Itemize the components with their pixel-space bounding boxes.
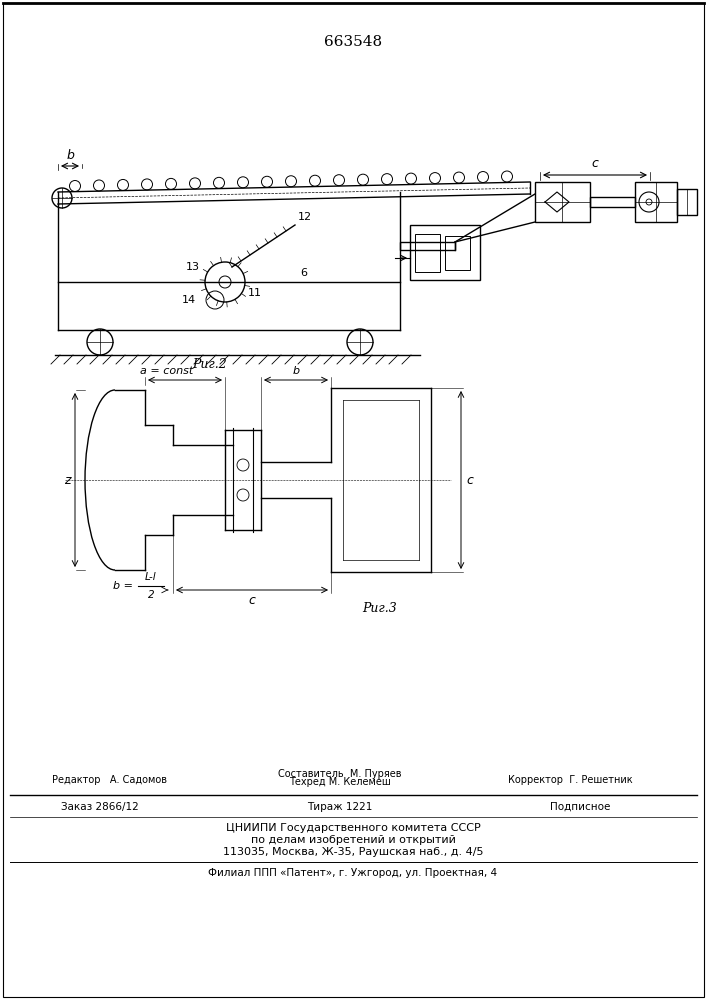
Text: Тираж 1221: Тираж 1221 (308, 802, 373, 812)
Text: a = const: a = const (140, 366, 193, 376)
Text: Корректор  Г. Решетник: Корректор Г. Решетник (508, 775, 632, 785)
Text: L-l: L-l (145, 572, 157, 582)
Text: 663548: 663548 (324, 35, 382, 49)
Text: b: b (293, 366, 300, 376)
Text: Редактор   А. Садомов: Редактор А. Садомов (52, 775, 168, 785)
Text: c: c (592, 157, 598, 170)
Bar (400, 242, 455, 250)
Text: 113035, Москва, Ж-35, Раушская наб., д. 4/5: 113035, Москва, Ж-35, Раушская наб., д. … (223, 847, 484, 857)
Bar (410, 225, 480, 280)
Text: ЦНИИПИ Государственного комитета СССР: ЦНИИПИ Государственного комитета СССР (226, 823, 480, 833)
Text: 12: 12 (298, 212, 312, 222)
Text: Составитель  М. Пуряев: Составитель М. Пуряев (279, 769, 402, 779)
Text: Puг.2: Puг.2 (192, 359, 228, 371)
Text: b: b (66, 149, 74, 162)
Text: b =: b = (113, 581, 133, 591)
Bar (535, 182, 590, 222)
Text: c: c (249, 594, 255, 607)
Text: 11: 11 (248, 288, 262, 298)
Bar (635, 182, 677, 222)
Bar (445, 236, 470, 270)
Text: Puг.3: Puг.3 (363, 601, 397, 614)
Text: Техред М. Келемеш: Техред М. Келемеш (289, 777, 391, 787)
Text: по делам изобретений и открытий: по делам изобретений и открытий (250, 835, 455, 845)
Text: Филиал ППП «Патент», г. Ужгород, ул. Проектная, 4: Филиал ППП «Патент», г. Ужгород, ул. Про… (209, 868, 498, 878)
Bar (590, 197, 635, 207)
Text: 2: 2 (148, 590, 154, 600)
Text: 6: 6 (300, 268, 307, 278)
Text: 14: 14 (182, 295, 196, 305)
Text: Подписное: Подписное (550, 802, 610, 812)
Text: z: z (64, 474, 71, 487)
Bar (415, 234, 440, 272)
Text: 13: 13 (186, 262, 200, 272)
Bar (677, 189, 697, 215)
Text: c: c (466, 474, 473, 487)
Text: Заказ 2866/12: Заказ 2866/12 (61, 802, 139, 812)
